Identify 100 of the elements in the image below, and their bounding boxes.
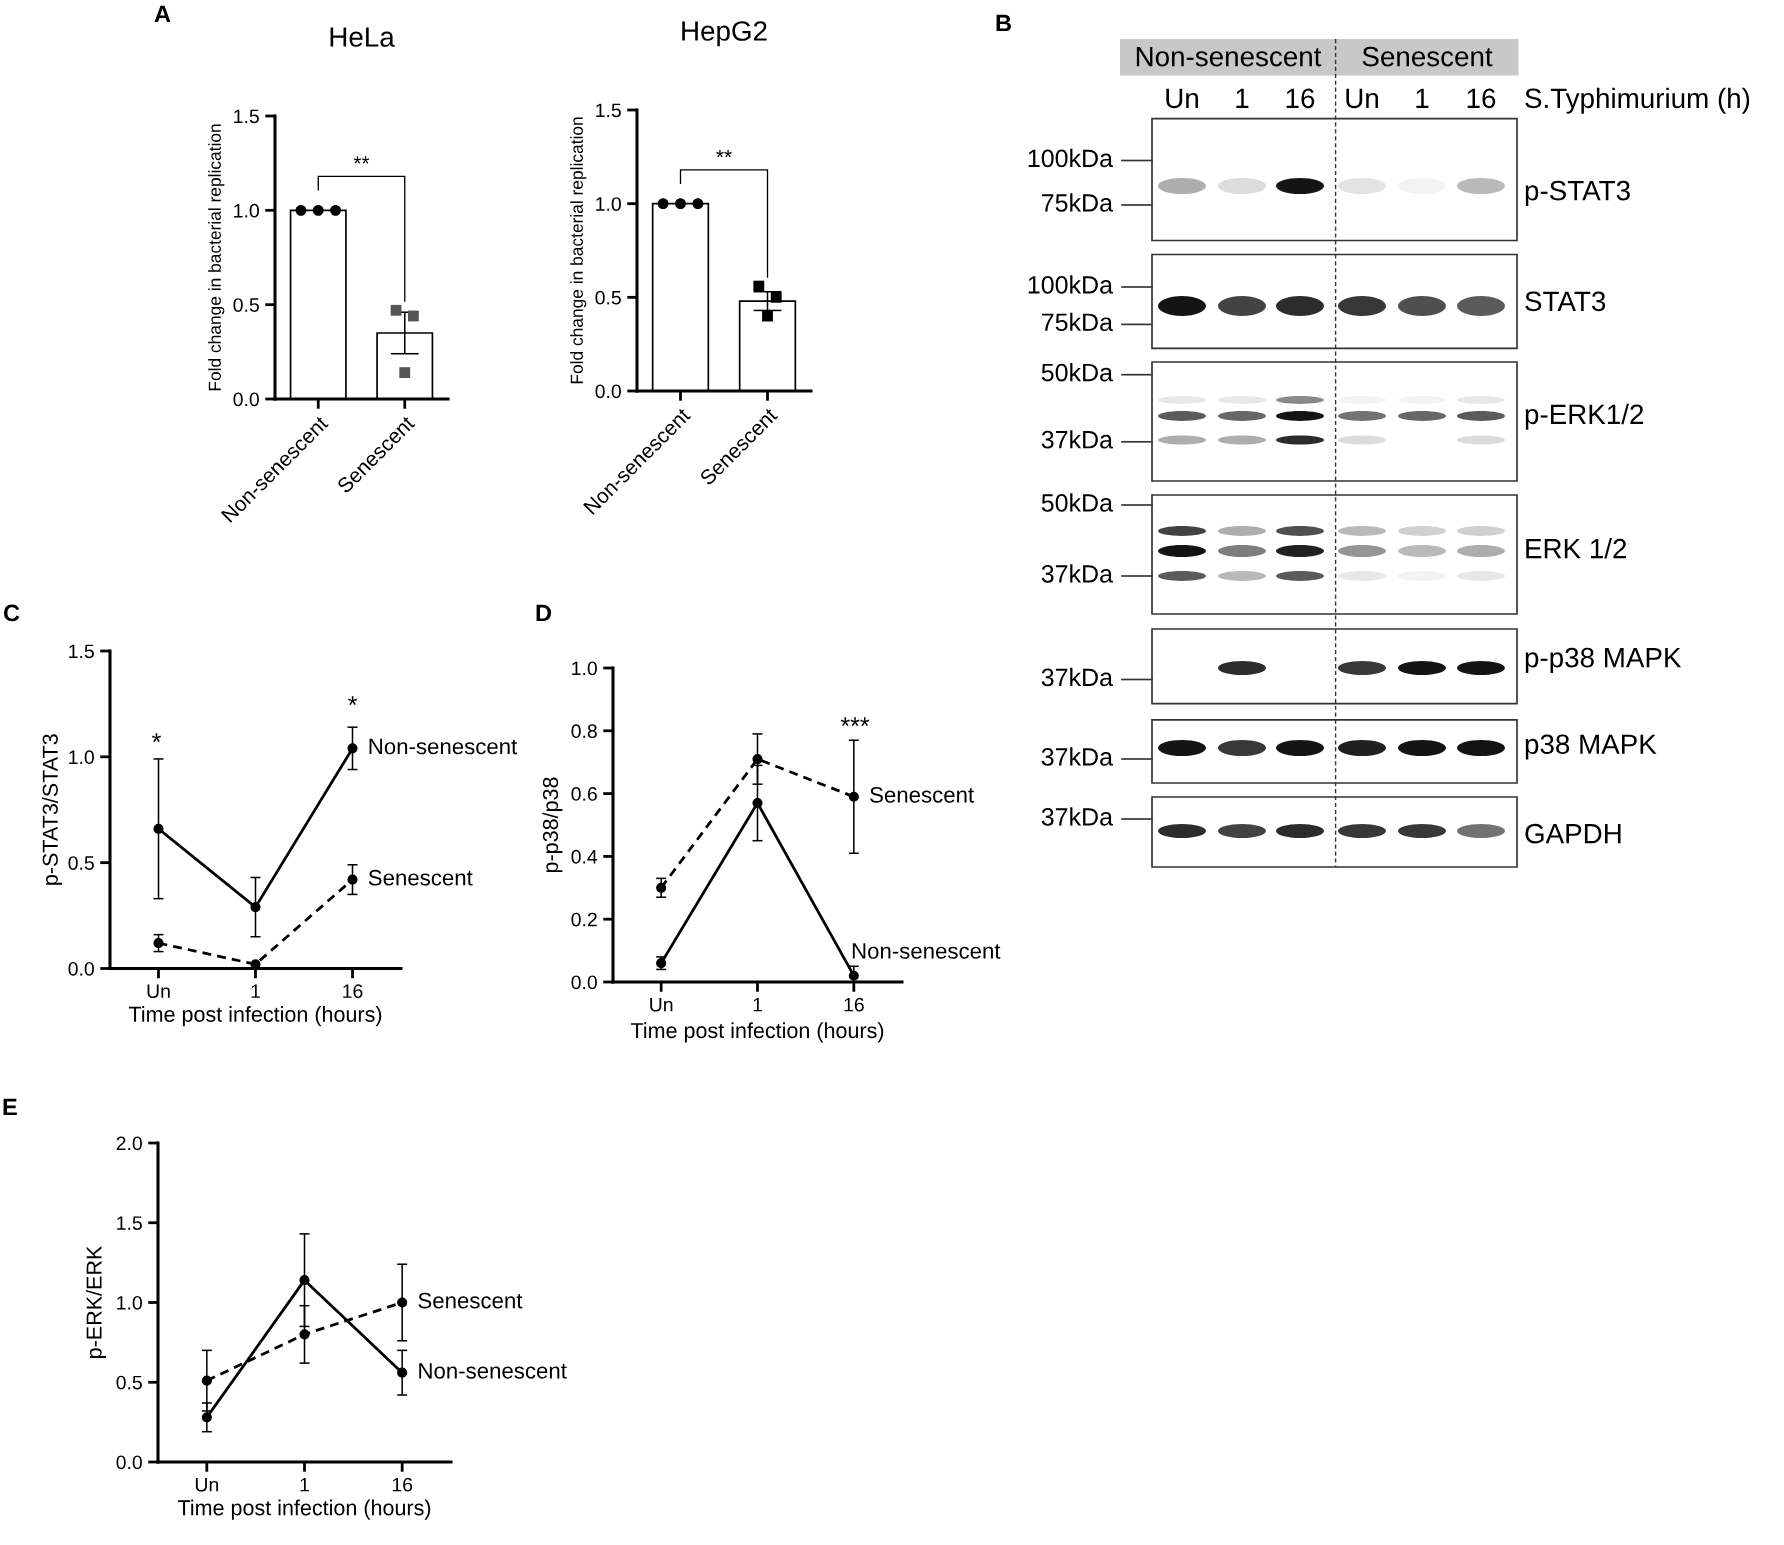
point [656,882,667,893]
annotation: ** [353,156,370,164]
chart-title: HeLa [330,27,395,47]
y-tick-label: 0.5 [68,856,94,870]
series-label: Non-senescent [419,1363,567,1379]
category-label: p-STAT3 [1525,180,1630,206]
text: S.Typhimurium (h) [1525,87,1750,114]
text: A [154,5,171,23]
text: Senescent [1362,46,1493,67]
x-tick-label: 1 [251,984,260,998]
point [752,797,763,809]
point [347,743,358,754]
y-axis-title: p-ERK/ERK [85,1245,106,1358]
text: 75kDa [1042,312,1113,332]
y-tick-label: 1.5 [596,103,621,118]
y-tick-label: 0.0 [116,1455,142,1470]
text: 75kDa [1042,193,1113,212]
text: Non-senescent [1136,47,1322,67]
text: D [536,604,552,622]
y-tick-label: 0.2 [571,912,597,927]
x-tick-label: 1 [300,1477,309,1492]
x-axis-title: Time post infection (hours) [128,1006,382,1027]
x-tick-label: Un [147,984,170,999]
point [347,874,358,885]
annotation: *** [840,717,870,727]
x-tick-label: 16 [392,1477,413,1492]
y-tick-label: 1.0 [117,1295,142,1310]
category-label: STAT3 [1525,291,1606,312]
category-label: p-ERK1/2 [1525,403,1644,430]
y-axis-title: Fold change in bacterial replication [570,117,587,384]
y-axis-title: p-p38/p38 [542,777,563,873]
y-tick-label: 0.4 [571,849,598,864]
x-tick-label: Un [650,997,673,1012]
text: B [996,14,1011,32]
annotation: * [152,733,161,743]
y-tick-label: 0.0 [68,961,94,976]
y-tick-label: 1.5 [69,644,94,659]
category-label: GAPDH [1525,823,1621,844]
category-label: 1 [1416,88,1429,108]
text: 37kDa [1041,564,1113,583]
point [299,1275,310,1286]
category-label: 16 [1467,88,1496,109]
text: E [3,1098,17,1116]
x-tick-label: 16 [844,997,864,1012]
x-tick-label: 16 [343,984,363,999]
series-label: Non-senescent [369,738,518,755]
y-tick-label: 0.8 [571,724,597,739]
text: 37kDa [1041,667,1113,687]
category-label: p-p38 MAPK [1525,647,1682,673]
y-tick-label: 2.0 [116,1136,142,1151]
text: C [3,604,20,622]
text: 50kDa [1041,363,1113,382]
annotation: ** [716,149,732,158]
y-tick-label: 0.5 [595,290,621,305]
chart-title: HepG2 [682,21,767,47]
text: 37kDa [1041,807,1113,826]
x-axis-title: Time post infection (hours) [177,1499,431,1520]
y-axis-title: p-STAT3/STAT3 [42,734,63,885]
text: 37kDa [1041,430,1113,449]
series-label: Non-senescent [852,943,1001,959]
text: 37kDa [1041,747,1113,766]
text: 100kDa [1028,148,1113,168]
series-label: Senescent [368,869,473,886]
point [201,1375,212,1386]
x-tick-label: 1 [753,997,762,1012]
point [201,1412,212,1423]
y-tick-label: 1.5 [117,1216,142,1230]
point [250,902,261,913]
y-axis-title: Fold change in bacterial replication [208,124,225,391]
series-label: Senescent [870,786,974,803]
y-tick-label: 0.0 [571,975,597,990]
point [397,1367,408,1378]
y-tick-label: 1.5 [234,109,259,124]
category-label: 16 [1286,88,1315,109]
category-label: ERK 1/2 [1526,538,1627,559]
y-tick-label: 1.0 [596,197,621,211]
y-tick-label: 0.0 [595,384,621,399]
point [397,1297,408,1308]
x-tick-label: Un [195,1477,218,1492]
text: 50kDa [1041,493,1113,512]
y-tick-label: 1.0 [572,661,597,676]
series-label: Senescent [418,1292,523,1309]
annotation: * [348,696,358,706]
point [848,970,859,981]
category-label: 1 [1236,88,1249,108]
category-label: p38 MAPK [1525,734,1657,760]
point [848,791,859,802]
text: 100kDa [1028,275,1113,294]
category-label: Un [1166,88,1198,109]
y-tick-label: 0.5 [116,1375,142,1390]
point [752,753,763,765]
point [153,823,164,834]
point [299,1329,310,1340]
x-axis-title: Time post infection (hours) [630,1022,884,1043]
category-label: Un [1346,88,1378,109]
y-tick-label: 0.0 [233,392,259,407]
y-tick-label: 0.5 [233,298,259,312]
y-tick-label: 0.6 [571,787,597,801]
y-tick-label: 1.0 [69,750,94,765]
point [153,938,164,949]
